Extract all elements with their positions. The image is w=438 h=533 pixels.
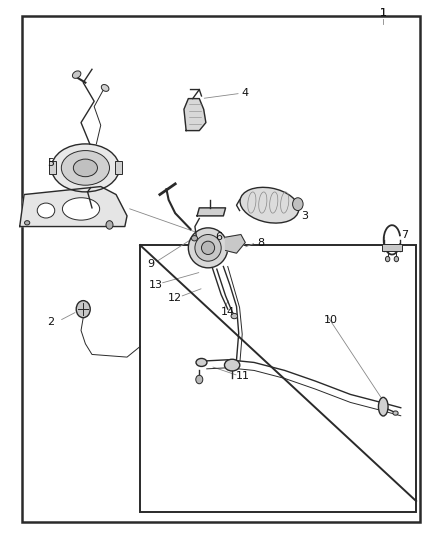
Text: 12: 12 <box>168 294 182 303</box>
Text: 13: 13 <box>148 280 162 290</box>
Ellipse shape <box>25 221 30 225</box>
Text: 10: 10 <box>324 315 338 325</box>
Polygon shape <box>197 208 226 216</box>
Ellipse shape <box>51 144 119 192</box>
Ellipse shape <box>72 71 81 78</box>
Bar <box>382 244 402 251</box>
Circle shape <box>106 221 113 229</box>
Text: 7: 7 <box>402 230 409 239</box>
Circle shape <box>196 375 203 384</box>
Text: 14: 14 <box>221 307 235 317</box>
Ellipse shape <box>61 150 110 185</box>
Ellipse shape <box>378 398 388 416</box>
Ellipse shape <box>195 235 221 261</box>
Ellipse shape <box>240 187 299 223</box>
Text: 6: 6 <box>215 232 223 242</box>
Text: 11: 11 <box>236 371 250 381</box>
Circle shape <box>76 301 90 318</box>
Ellipse shape <box>191 236 198 241</box>
Ellipse shape <box>73 159 97 177</box>
Text: 1: 1 <box>380 9 387 18</box>
Text: 2: 2 <box>47 318 54 327</box>
Ellipse shape <box>225 359 240 371</box>
Text: 8: 8 <box>257 238 264 247</box>
Ellipse shape <box>231 313 237 319</box>
Circle shape <box>394 256 399 262</box>
Bar <box>49 161 56 174</box>
Bar <box>115 161 122 174</box>
Polygon shape <box>226 235 245 253</box>
Ellipse shape <box>188 228 228 268</box>
Ellipse shape <box>101 85 109 91</box>
Polygon shape <box>20 187 127 227</box>
Text: 9: 9 <box>148 259 155 269</box>
Bar <box>140 245 416 512</box>
Ellipse shape <box>62 198 100 220</box>
Text: 1: 1 <box>380 9 387 18</box>
Polygon shape <box>184 99 206 131</box>
Ellipse shape <box>393 411 398 415</box>
Circle shape <box>385 256 390 262</box>
Ellipse shape <box>37 203 55 218</box>
Circle shape <box>293 198 303 211</box>
Ellipse shape <box>201 241 215 255</box>
Ellipse shape <box>196 358 207 367</box>
Text: 3: 3 <box>301 211 308 221</box>
Text: 5: 5 <box>47 158 54 167</box>
Text: 4: 4 <box>242 88 249 98</box>
